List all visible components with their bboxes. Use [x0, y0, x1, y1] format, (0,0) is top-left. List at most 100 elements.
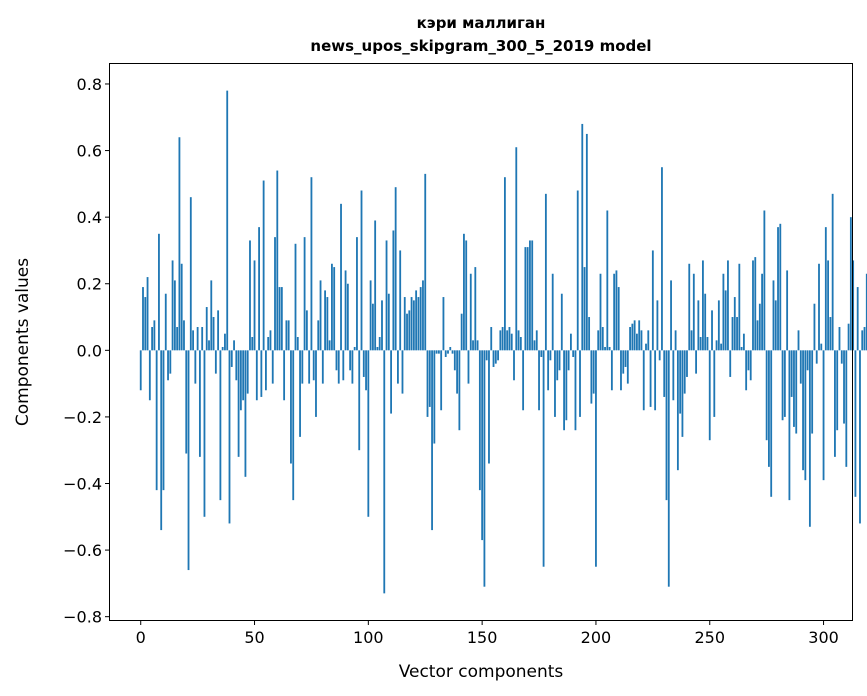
bar [517, 330, 520, 351]
bar [631, 323, 634, 351]
bar [736, 317, 738, 351]
bar [488, 350, 490, 464]
bar [811, 350, 814, 434]
bar [638, 320, 641, 351]
bar [576, 190, 579, 351]
bar [376, 346, 379, 351]
bar [472, 340, 474, 351]
bar [492, 350, 495, 367]
bar [838, 327, 841, 351]
bar [230, 350, 233, 367]
bar [431, 350, 433, 531]
bar [747, 350, 750, 371]
bar [829, 317, 832, 351]
y-tick-label: 0.2 [77, 275, 102, 294]
bar [522, 350, 525, 411]
bar [540, 350, 543, 357]
bar [410, 297, 413, 351]
bar [856, 287, 859, 351]
bar [845, 350, 848, 467]
bar [160, 350, 163, 531]
bar [365, 350, 367, 391]
bar [312, 350, 315, 381]
bar [583, 267, 586, 351]
bar [167, 350, 169, 381]
bar [861, 330, 864, 351]
bar [818, 263, 820, 351]
bar [774, 300, 777, 351]
bar [772, 280, 775, 351]
bar [428, 350, 431, 407]
bar [303, 237, 306, 351]
bar [834, 350, 836, 457]
bar [808, 350, 811, 527]
bar [802, 350, 804, 471]
bar [549, 350, 552, 361]
bar [426, 350, 429, 417]
bar [836, 350, 839, 431]
bar [854, 350, 857, 497]
bar [704, 293, 707, 351]
bar [467, 350, 470, 384]
bar [793, 350, 795, 427]
bar [731, 317, 734, 351]
bar [567, 350, 570, 371]
bar [658, 350, 661, 361]
bar [688, 263, 691, 351]
x-tick-label: 300 [808, 628, 839, 647]
bar [444, 350, 447, 357]
y-tick-label: 0.4 [77, 208, 102, 227]
bar [333, 267, 336, 351]
x-axis-label: Vector components [399, 662, 564, 682]
x-tick-label: 250 [694, 628, 725, 647]
bar [385, 240, 388, 351]
bar [205, 307, 208, 351]
bar [686, 350, 688, 377]
bar [695, 350, 697, 374]
bar [442, 297, 445, 351]
bar [713, 350, 716, 417]
bar [768, 350, 770, 467]
bar [162, 350, 165, 491]
bar [476, 340, 479, 351]
bar [799, 350, 802, 384]
bar [852, 260, 855, 351]
bar [371, 303, 374, 351]
bar [328, 340, 331, 351]
bar [183, 320, 185, 351]
bar [702, 260, 704, 351]
bar [697, 300, 700, 351]
bar [654, 350, 657, 411]
bar [198, 350, 201, 457]
bar [422, 280, 424, 351]
bar [399, 250, 402, 351]
bar [626, 350, 629, 384]
bar [665, 350, 668, 501]
bar [349, 350, 352, 371]
bar [394, 187, 397, 351]
bar [342, 350, 345, 381]
bar [381, 300, 383, 351]
bar [524, 247, 527, 351]
bar [724, 290, 727, 351]
bar [501, 327, 504, 351]
bar [849, 217, 852, 351]
bar [815, 350, 818, 364]
bar [499, 330, 502, 351]
bar [579, 350, 581, 417]
bar [192, 330, 194, 351]
x-tick-label: 100 [353, 628, 384, 647]
bar [237, 350, 240, 457]
bar [690, 330, 693, 351]
y-tick-label: −0.8 [63, 608, 102, 627]
bar [779, 223, 782, 351]
x-tick-label: 50 [244, 628, 264, 647]
bar [752, 260, 754, 351]
bar [863, 327, 866, 351]
bar [142, 287, 144, 351]
bar [226, 90, 229, 351]
bar [401, 350, 404, 394]
bar [287, 320, 290, 351]
bar [859, 350, 861, 524]
bar [795, 350, 798, 434]
